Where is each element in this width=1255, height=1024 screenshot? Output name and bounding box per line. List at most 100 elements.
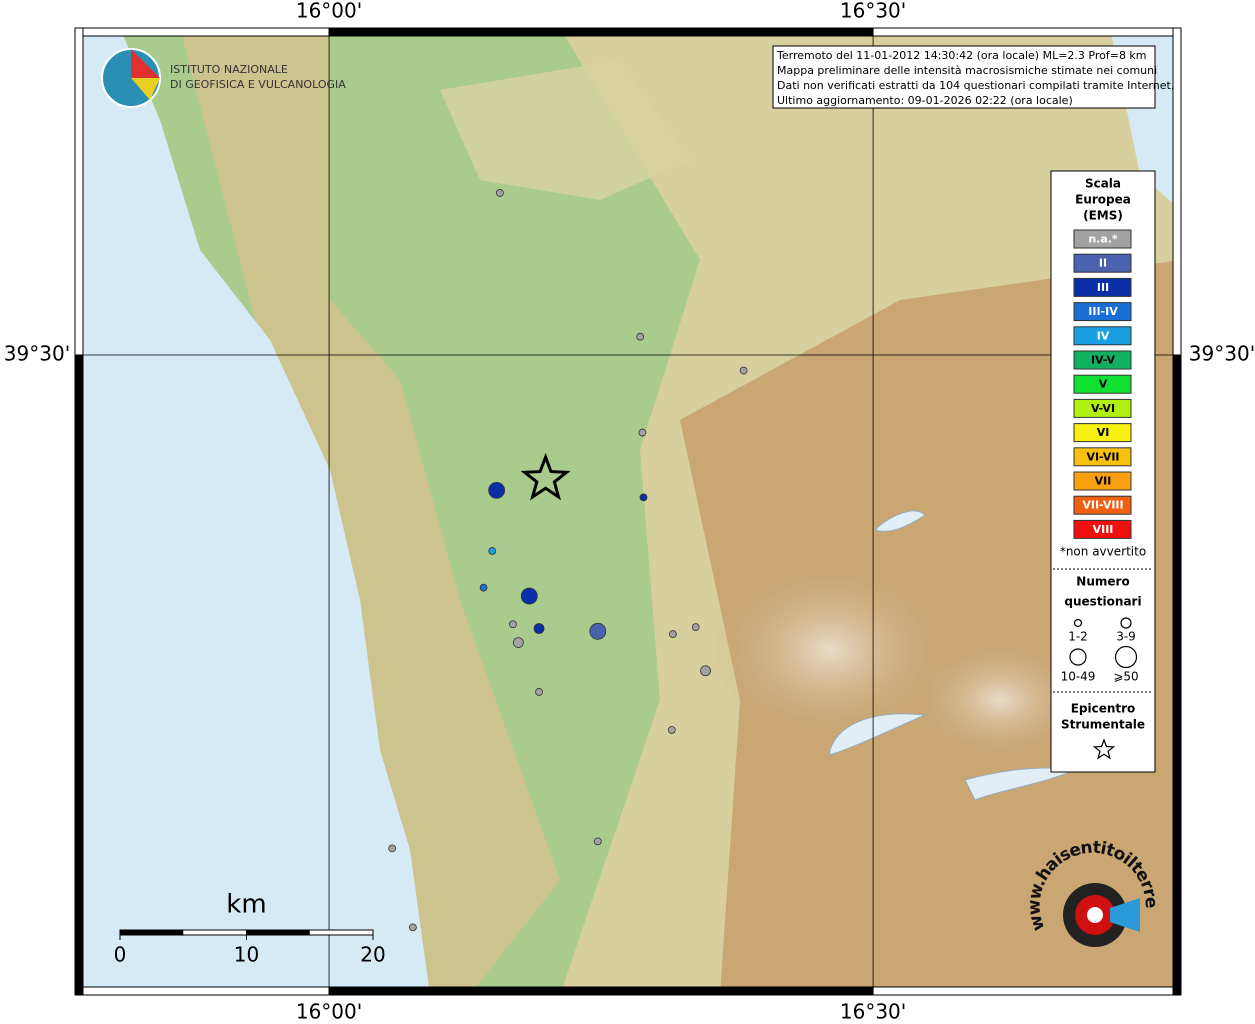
legend-swatch xyxy=(1073,253,1132,273)
terrain xyxy=(75,28,1181,995)
logo: ISTITUTO NAZIONALE DI GEOFISICA E VULCAN… xyxy=(101,48,346,108)
intensity-point xyxy=(408,923,417,932)
legend-size-label: 3-9 xyxy=(1116,630,1136,644)
intensity-point xyxy=(639,493,648,502)
scale-bar: 0 10 20 km xyxy=(114,890,386,967)
legend-title: Scala xyxy=(1085,177,1121,191)
x-tick-label: 16°00' xyxy=(296,0,362,23)
intensity-point xyxy=(520,587,538,605)
intensity-point xyxy=(589,622,607,640)
x-tick-label: 16°30' xyxy=(840,1000,906,1024)
legend-swatch xyxy=(1073,326,1132,346)
y-tick-label: 39°30' xyxy=(4,342,70,366)
intensity-point xyxy=(479,583,488,592)
intensity-point xyxy=(488,547,497,555)
scale-unit: km xyxy=(226,890,266,920)
legend-size-label: ⩾50 xyxy=(1113,670,1138,684)
legend-size-label: 1-2 xyxy=(1068,630,1088,644)
frame-bar xyxy=(872,986,1182,996)
intensity-point xyxy=(388,844,397,853)
legend-size-symbol xyxy=(1120,617,1132,629)
frame-bar xyxy=(74,27,330,37)
legend-label: IV-V xyxy=(1091,354,1116,367)
intensity-point xyxy=(533,623,545,634)
legend-title: Strumentale xyxy=(1061,718,1145,732)
frame-bar xyxy=(1172,27,1182,356)
intensity-point xyxy=(509,620,517,629)
legend-swatch xyxy=(1073,398,1132,418)
legend-label: VII xyxy=(1095,475,1112,488)
x-tick-label: 16°30' xyxy=(840,0,906,23)
intensity-point xyxy=(700,665,711,677)
frame-bar xyxy=(328,27,874,37)
legend-swatch xyxy=(1073,519,1132,539)
legend-swatch xyxy=(1073,302,1132,322)
legend-title: Numero xyxy=(1076,575,1129,589)
legend-label: II xyxy=(1099,257,1107,270)
y-tick-label: 39°30' xyxy=(1189,342,1255,366)
logo-text: ISTITUTO NAZIONALE xyxy=(170,63,288,76)
legend-note: *non avvertito xyxy=(1060,545,1146,559)
legend-swatch xyxy=(1073,350,1132,370)
legend-label: VII-VIII xyxy=(1082,499,1123,512)
legend-swatch xyxy=(1073,374,1132,394)
legend-label: V-VI xyxy=(1091,402,1115,415)
logo-slice xyxy=(131,49,160,78)
legend-title: (EMS) xyxy=(1083,209,1123,223)
legend-label: VI xyxy=(1097,426,1110,439)
legend-label: V xyxy=(1099,378,1108,391)
intensity-point xyxy=(593,837,602,846)
intensity-point xyxy=(636,332,645,341)
intensity-point xyxy=(668,630,677,639)
legend-size-label: 10-49 xyxy=(1061,670,1096,684)
legend-epicenter-symbol xyxy=(1092,738,1116,760)
points xyxy=(388,189,748,932)
scale-tick-label: 10 xyxy=(234,943,259,967)
intensity-point xyxy=(488,481,506,499)
legend-label: III xyxy=(1097,281,1109,294)
legend-size-symbol xyxy=(1114,645,1138,669)
legend-swatch xyxy=(1073,277,1132,297)
intensity-point xyxy=(638,428,647,437)
legend-label: n.a.* xyxy=(1088,233,1118,246)
legend-title: questionari xyxy=(1064,595,1141,609)
frame-bar xyxy=(74,354,84,996)
logo-slice xyxy=(131,78,160,100)
frame-bar xyxy=(74,27,84,356)
frame xyxy=(74,27,1182,996)
info-line: Dati non verificati estratti da 104 ques… xyxy=(777,79,1174,92)
intensity-point xyxy=(512,637,524,648)
info-line: Terremoto del 11-01-2012 14:30:42 (ora l… xyxy=(776,49,1147,62)
legend-label: VIII xyxy=(1093,523,1114,536)
legend-label: IV xyxy=(1097,329,1110,342)
legend: ScalaEuropea(EMS)n.a.*IIIIIIII-IVIVIV-VV… xyxy=(1050,170,1156,773)
legend-swatch xyxy=(1073,229,1132,249)
graticule: 16°00' 16°00' 16°30' 16°30' 39°30' 39°30' xyxy=(4,0,1255,1024)
legend-swatch xyxy=(1073,423,1132,443)
site-logo-speaker xyxy=(1110,898,1140,932)
legend-title: Europea xyxy=(1075,193,1131,207)
legend-label: VI-VII xyxy=(1086,450,1119,463)
intensity-point xyxy=(739,366,748,375)
frame-bar xyxy=(1172,354,1182,996)
legend-label: III-IV xyxy=(1088,305,1118,318)
legend-title: Epicentro xyxy=(1071,702,1136,716)
frame-bar xyxy=(74,986,330,996)
logo-text: DI GEOFISICA E VULCANOLOGIA xyxy=(170,78,346,91)
legend-swatch xyxy=(1073,471,1132,491)
scale-tick-label: 20 xyxy=(360,943,385,967)
legend-swatch xyxy=(1073,495,1132,515)
intensity-point xyxy=(495,189,504,197)
legend-swatch xyxy=(1073,447,1132,467)
intensity-point xyxy=(691,623,700,631)
legend-size-symbol xyxy=(1073,618,1083,628)
scale-bar-segment xyxy=(120,930,184,935)
intensity-point xyxy=(667,726,676,734)
site-logo-target xyxy=(1087,907,1103,923)
legend-size-symbol xyxy=(1069,648,1087,666)
info-box xyxy=(772,45,1156,109)
frame-bar xyxy=(872,27,1182,37)
info-line: Ultimo aggiornamento: 09-01-2026 02:22 (… xyxy=(777,94,1073,107)
